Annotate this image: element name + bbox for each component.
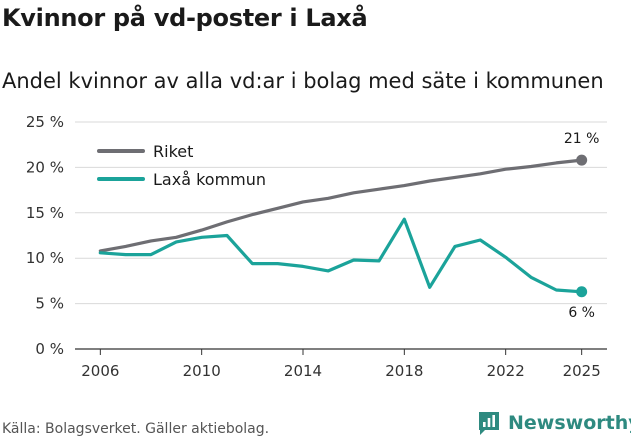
y-tick-label: 5 %: [35, 295, 64, 313]
newsworthy-logo-icon: [479, 412, 499, 435]
chart-subtitle: Andel kvinnor av alla vd:ar i bolag med …: [2, 69, 604, 93]
y-tick-label: 0 %: [35, 340, 64, 358]
series-end-marker: [576, 286, 588, 298]
line-chart: 0 % 5 % 10 % 15 % 20 % 25 % 2006 2010 2014 2018 20…: [26, 113, 607, 380]
series-line-lax-kommun: [98, 217, 584, 294]
x-tick-label: 2010: [183, 362, 221, 380]
x-tick-label: 2025: [563, 362, 601, 380]
newsworthy-brand: Newsworthy: [477, 409, 631, 437]
brand-name: Newsworthy: [508, 412, 631, 434]
x-tick-label: 2014: [284, 362, 322, 380]
legend-label: Riket: [153, 142, 193, 161]
source-note: Källa: Bolagsverket. Gäller aktiebolag.: [2, 421, 270, 437]
chart-title: Kvinnor på vd-poster i Laxå: [2, 4, 368, 32]
series-end-marker: [576, 154, 588, 166]
series-line-riket: [98, 158, 584, 253]
x-tick-label: 2018: [385, 362, 423, 380]
y-tick-label: 10 %: [26, 249, 64, 267]
y-tick-label: 25 %: [26, 113, 64, 131]
x-tick-label: 2006: [81, 362, 119, 380]
series-end-label: 21 %: [564, 131, 600, 147]
x-tick-label: 2022: [487, 362, 525, 380]
legend-label: Laxå kommun: [153, 170, 266, 189]
y-tick-label: 20 %: [26, 158, 64, 176]
y-tick-label: 15 %: [26, 204, 64, 222]
series-end-label: 6 %: [568, 305, 595, 321]
